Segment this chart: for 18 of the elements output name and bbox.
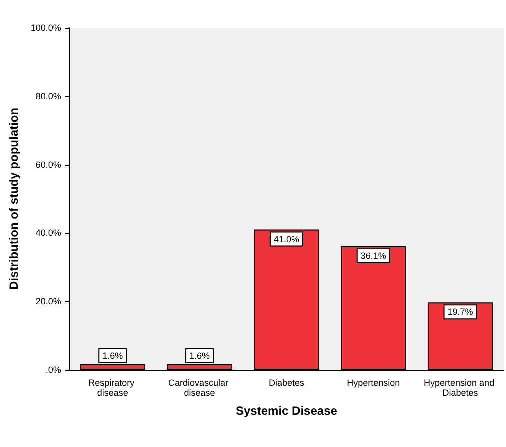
data-label: 1.6% <box>102 351 124 362</box>
y-tick-label: 100.0% <box>30 23 62 33</box>
y-tick-label: 80.0% <box>36 91 62 102</box>
y-tick-label: 40.0% <box>36 228 62 238</box>
y-axis-title: Distribution of study population <box>7 108 21 290</box>
x-tick-label: Cardiovascular disease <box>168 378 232 398</box>
x-axis-title: Systemic Disease <box>236 404 338 418</box>
x-tick-label: Hypertension <box>347 378 400 388</box>
data-label: 1.6% <box>190 351 210 362</box>
data-label: 19.7% <box>448 307 474 318</box>
y-tick-label: 20.0% <box>36 296 62 307</box>
x-tick-label: Respiratory disease <box>88 378 138 398</box>
x-tick-label: Diabetes <box>268 378 305 388</box>
y-tick-label: 60.0% <box>36 160 62 170</box>
data-label: 41.0% <box>274 234 300 244</box>
data-label: 36.1% <box>360 251 386 262</box>
y-tick-label: .0% <box>46 365 62 375</box>
x-tick-label: Hypertension and Diabetes <box>424 378 498 398</box>
